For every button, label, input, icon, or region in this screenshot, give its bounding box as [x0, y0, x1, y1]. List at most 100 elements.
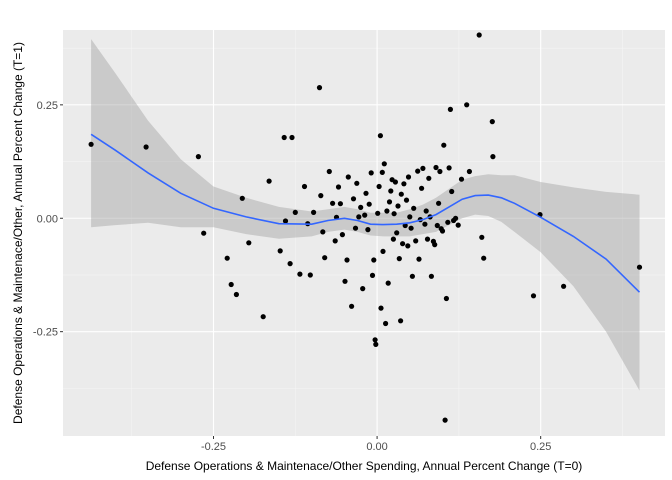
- data-point: [449, 188, 455, 195]
- data-point: [445, 219, 451, 225]
- data-point: [363, 190, 369, 196]
- data-point: [297, 271, 303, 277]
- data-point: [436, 200, 442, 206]
- data-point: [239, 195, 245, 201]
- data-point: [358, 204, 364, 210]
- data-point: [439, 228, 446, 234]
- data-point: [433, 164, 439, 171]
- data-point: [411, 205, 417, 211]
- data-point: [195, 154, 201, 160]
- data-point: [455, 222, 461, 228]
- data-point: [489, 119, 495, 125]
- data-point: [636, 264, 643, 270]
- data-point: [490, 154, 496, 160]
- x-axis-title: Defense Operations & Maintenace/Other Sp…: [146, 459, 583, 473]
- data-point: [246, 240, 252, 246]
- data-point: [441, 142, 447, 148]
- data-point: [403, 197, 410, 203]
- data-point: [447, 106, 453, 112]
- data-point: [366, 201, 372, 207]
- data-point: [311, 209, 317, 215]
- data-point: [384, 208, 390, 214]
- data-point: [407, 214, 413, 220]
- data-point: [388, 188, 394, 194]
- minor-gridlines: [63, 30, 665, 436]
- data-point: [307, 272, 313, 278]
- data-point: [394, 230, 400, 236]
- data-point: [228, 281, 234, 288]
- data-point: [466, 168, 472, 175]
- data-point: [373, 341, 379, 347]
- data-point: [401, 181, 407, 187]
- data-point: [381, 161, 387, 167]
- data-point: [339, 232, 345, 238]
- data-point: [368, 170, 374, 176]
- y-tick-label: 0.25: [37, 100, 58, 112]
- data-point: [458, 176, 465, 182]
- data-point: [386, 199, 393, 205]
- data-point: [224, 255, 230, 261]
- data-point: [398, 318, 404, 324]
- data-point: [432, 242, 438, 248]
- data-point: [379, 169, 385, 175]
- y-axis-title: Defense Operations & Maintenace/Other, A…: [11, 42, 25, 424]
- data-point: [400, 241, 406, 247]
- data-point: [260, 314, 266, 320]
- data-point: [385, 280, 391, 286]
- data-point: [320, 229, 326, 235]
- data-point: [362, 212, 368, 218]
- data-point: [390, 236, 396, 242]
- data-point: [344, 257, 350, 263]
- data-point: [481, 255, 487, 261]
- data-point: [266, 178, 272, 184]
- data-point: [352, 225, 359, 231]
- data-point: [434, 222, 440, 229]
- data-point: [282, 218, 289, 224]
- data-point: [479, 234, 485, 240]
- data-point: [398, 191, 404, 197]
- data-point: [561, 283, 567, 289]
- data-point: [289, 134, 295, 141]
- data-point: [378, 305, 384, 311]
- data-point: [318, 193, 324, 199]
- data-point: [326, 168, 332, 175]
- data-point: [380, 248, 386, 254]
- data-point: [201, 230, 207, 236]
- data-point: [415, 168, 421, 174]
- data-point: [437, 168, 443, 175]
- data-point: [322, 255, 328, 261]
- data-point: [426, 175, 432, 181]
- data-point: [233, 291, 239, 298]
- data-point: [446, 165, 452, 171]
- data-point: [408, 225, 414, 231]
- data-point: [345, 174, 351, 180]
- data-point: [530, 293, 537, 299]
- data-point: [369, 272, 376, 278]
- data-point: [392, 179, 398, 185]
- data-point: [287, 261, 293, 267]
- data-point: [419, 185, 425, 191]
- data-point: [365, 227, 371, 233]
- data-point: [88, 141, 94, 147]
- data-point: [371, 257, 377, 263]
- data-point: [464, 102, 470, 108]
- data-point: [383, 320, 389, 327]
- data-point: [354, 180, 360, 186]
- y-tick-label: -0.25: [33, 327, 58, 339]
- data-point: [391, 211, 397, 217]
- data-point: [422, 221, 428, 227]
- data-point: [377, 133, 383, 139]
- data-points: [88, 32, 643, 423]
- data-point: [330, 200, 336, 206]
- x-tick-label: -0.25: [201, 441, 226, 453]
- data-point: [420, 165, 426, 171]
- data-point: [376, 183, 382, 190]
- smooth-trend-line: [90, 133, 641, 293]
- data-point: [442, 417, 448, 423]
- plot-panel: [63, 30, 665, 436]
- data-point: [360, 286, 366, 292]
- major-gridlines: [63, 30, 665, 436]
- data-point: [342, 278, 348, 284]
- data-point: [409, 273, 415, 279]
